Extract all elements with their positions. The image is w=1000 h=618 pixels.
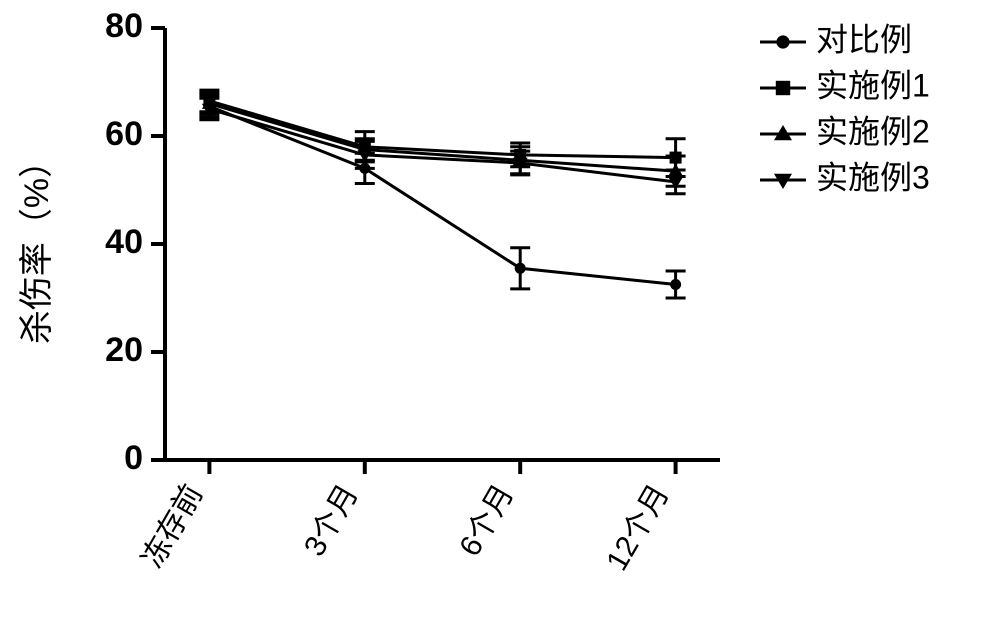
series-line [209, 109, 675, 182]
y-tick-label: 60 [105, 115, 143, 153]
data-point [670, 279, 681, 290]
legend-label: 实施例1 [816, 67, 930, 103]
x-tick-label: 3个月 [298, 479, 365, 562]
x-tick-label: 冻存前 [136, 479, 210, 573]
y-tick-label: 80 [105, 7, 143, 45]
legend-label: 对比例 [816, 21, 912, 57]
x-tick-label: 12个月 [600, 479, 675, 576]
x-tick-label: 6个月 [453, 479, 520, 562]
y-tick-label: 20 [105, 331, 143, 369]
series-line [209, 104, 675, 172]
legend-label: 实施例3 [816, 159, 930, 195]
legend-marker [776, 35, 789, 48]
series-line [209, 106, 675, 284]
legend-marker [776, 81, 790, 95]
y-axis-label: 杀伤率（%） [18, 144, 56, 344]
line-chart-svg: 0 20 40 60 80 杀伤率（%） 冻存前 3个月 6个月 12个月 对比例实施例1 实施例2 实… [0, 0, 1000, 618]
y-tick-label: 40 [105, 223, 143, 261]
legend-label: 实施例2 [816, 113, 930, 149]
y-tick-label: 0 [124, 439, 143, 477]
chart-container: 0 20 40 60 80 杀伤率（%） 冻存前 3个月 6个月 12个月 对比例实施例1 实施例2 实… [0, 0, 1000, 618]
data-point [515, 263, 526, 274]
